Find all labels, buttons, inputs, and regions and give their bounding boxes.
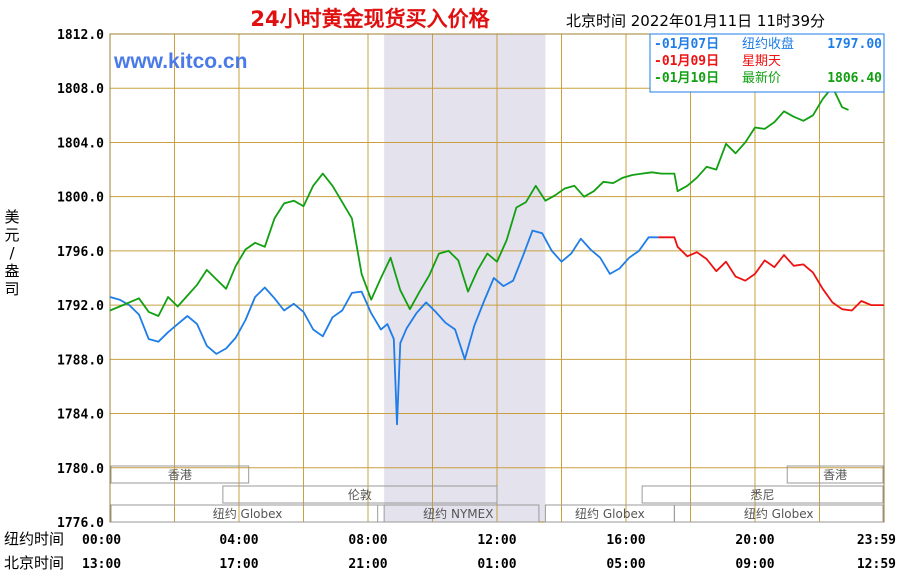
market-session-bar [222, 485, 498, 504]
legend-value: 1806.40 [827, 71, 882, 86]
x-tick-label: 23:59 [857, 533, 896, 548]
x-tick-label: 00:00 [82, 533, 121, 548]
x-tick-label: 20:00 [735, 533, 774, 548]
market-session-bar [110, 465, 250, 484]
market-session-label: 悉尼 [751, 488, 775, 502]
y-tick-label: 1808.0 [57, 82, 104, 97]
y-tick-label: 1776.0 [57, 516, 104, 531]
x-tick-label: 12:59 [857, 557, 896, 572]
market-session-label: 纽约 NYMEX [423, 506, 493, 521]
chart-title: 24小时黄金现货买入价格 [250, 7, 490, 31]
legend-date: -01月09日 [654, 54, 719, 69]
market-session-bar [110, 504, 385, 523]
y-tick-label: 1788.0 [57, 353, 104, 368]
legend-desc: 星期天 [742, 54, 781, 69]
nymex-session-shade [384, 34, 546, 522]
y-tick-label: 1804.0 [57, 136, 104, 151]
chart-subtitle: 北京时间 2022年01月11日 11时39分 [566, 12, 825, 30]
market-session-bar [786, 465, 884, 484]
x-tick-label: 08:00 [348, 533, 387, 548]
x-tick-label: 04:00 [219, 533, 258, 548]
y-tick-label: 1784.0 [57, 408, 104, 423]
y-tick-label: 1800.0 [57, 191, 104, 206]
market-session-label: 纽约 Globex [744, 506, 814, 521]
market-session-bar [377, 504, 540, 523]
y-axis-label-char: 美 [4, 208, 19, 226]
series-line-2 [658, 236, 884, 312]
legend-box [649, 33, 885, 93]
legend-value: 1797.00 [827, 37, 882, 52]
x-tick-label: 13:00 [82, 557, 121, 572]
market-session-label: 香港 [168, 468, 192, 482]
y-axis-label-char: 元 [4, 226, 19, 244]
y-axis-label-char: 盎 [4, 262, 19, 280]
market-session-label: 纽约 Globex [575, 506, 645, 521]
x-tick-label: 01:00 [477, 557, 516, 572]
market-session-label: 纽约 Globex [213, 506, 283, 521]
market-session-label: 香港 [823, 468, 847, 482]
y-tick-label: 1792.0 [57, 299, 104, 314]
x-tick-label: 17:00 [219, 557, 258, 572]
legend-date: -01月10日 [654, 71, 719, 86]
x-axis-row-label: 北京时间 [4, 554, 64, 572]
legend-date: -01月07日 [654, 37, 719, 52]
series-line-3 [109, 86, 849, 317]
x-tick-label: 09:00 [735, 557, 774, 572]
watermark: www.kitco.cn [113, 50, 247, 73]
y-axis-label-char: 司 [4, 280, 19, 298]
legend-desc: 纽约收盘 [742, 36, 794, 52]
x-tick-label: 05:00 [606, 557, 645, 572]
y-tick-label: 1812.0 [57, 28, 104, 43]
market-session-bar [673, 504, 884, 523]
x-tick-label: 16:00 [606, 533, 645, 548]
x-tick-label: 12:00 [477, 533, 516, 548]
y-tick-label: 1780.0 [57, 462, 104, 477]
series-line-1 [109, 229, 659, 426]
market-session-bar [641, 485, 884, 504]
legend-desc: 最新价 [742, 70, 781, 86]
x-tick-label: 21:00 [348, 557, 387, 572]
x-axis-row-label: 纽约时间 [4, 530, 64, 548]
market-session-label: 伦敦 [348, 487, 372, 502]
y-axis-label-char: / [9, 244, 15, 262]
y-tick-label: 1796.0 [57, 245, 104, 260]
